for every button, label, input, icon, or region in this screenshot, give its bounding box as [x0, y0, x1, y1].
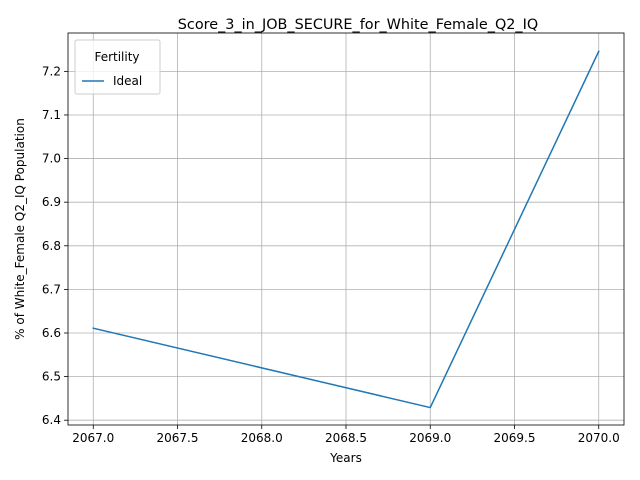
x-tick-label: 2068.0	[241, 431, 283, 445]
x-tick-label: 2067.0	[72, 431, 114, 445]
legend-label-ideal: Ideal	[113, 74, 142, 88]
chart-title: Score_3_in_JOB_SECURE_for_White_Female_Q…	[178, 17, 538, 33]
x-axis-label: Years	[329, 451, 362, 465]
x-tick-label: 2069.0	[409, 431, 451, 445]
legend-title: Fertility	[94, 50, 139, 64]
y-axis-label: % of White_Female Q2_IQ Population	[13, 118, 27, 340]
y-tick-label: 6.8	[42, 239, 61, 253]
y-tick-label: 6.9	[42, 195, 61, 209]
series-group	[92, 50, 600, 409]
x-tick-label: 2068.5	[325, 431, 367, 445]
x-tick-label: 2067.5	[157, 431, 199, 445]
y-axis: 6.4 6.5 6.6 6.7 6.8 6.9 7.0 7.1 7.2	[42, 64, 68, 427]
x-tick-label: 2070.0	[578, 431, 620, 445]
y-tick-label: 6.4	[42, 413, 61, 427]
x-tick-label: 2069.5	[493, 431, 535, 445]
y-tick-label: 7.0	[42, 152, 61, 166]
y-tick-label: 6.5	[42, 370, 61, 384]
grid-lines	[68, 33, 624, 425]
y-tick-label: 7.2	[42, 64, 61, 78]
x-axis: 2067.0 2067.5 2068.0 2068.5 2069.0 2069.5 2070…	[72, 425, 620, 445]
y-tick-label: 7.1	[42, 108, 61, 122]
series-line-ideal	[92, 50, 600, 409]
legend: Fertility Ideal	[74, 39, 161, 95]
y-tick-label: 6.6	[42, 326, 61, 340]
y-tick-label: 6.7	[42, 282, 61, 296]
